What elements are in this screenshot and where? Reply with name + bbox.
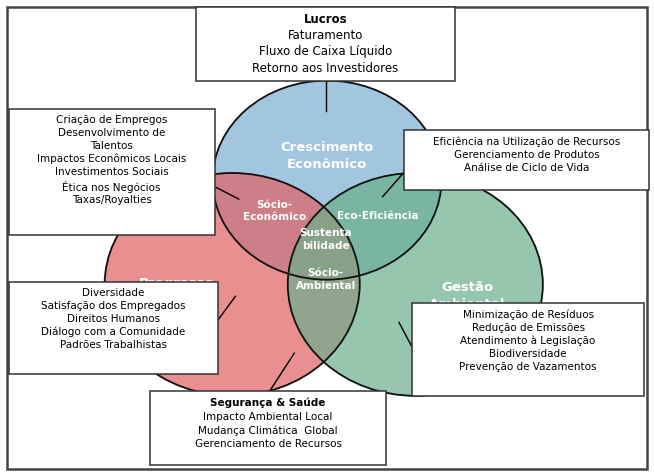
Text: Eficiência na Utilização de Recursos
Gerenciamento de Produtos
Análise de Ciclo : Eficiência na Utilização de Recursos Ger… xyxy=(433,137,621,173)
Text: Diversidade
Satisfação dos Empregados
Direitos Humanos
Diálogo com a Comunidade
: Diversidade Satisfação dos Empregados Di… xyxy=(41,288,185,350)
Text: Gestão
Ambiental: Gestão Ambiental xyxy=(430,281,506,311)
FancyBboxPatch shape xyxy=(9,109,215,235)
Text: Impacto Ambiental Local
Mudança Climática  Global
Gerenciamento de Recursos: Impacto Ambiental Local Mudança Climátic… xyxy=(195,412,341,449)
FancyBboxPatch shape xyxy=(196,7,455,81)
FancyBboxPatch shape xyxy=(150,391,386,465)
Text: Progresso
Social: Progresso Social xyxy=(139,276,215,307)
Text: Minimização de Resíduos
Redução de Emissões
Atendimento à Legislação
Biodiversid: Minimização de Resíduos Redução de Emiss… xyxy=(459,310,597,372)
Ellipse shape xyxy=(105,173,360,396)
Text: Eco-Eficiência: Eco-Eficiência xyxy=(337,210,419,221)
FancyBboxPatch shape xyxy=(9,282,218,374)
Text: Faturamento
Fluxo de Caixa Líquido
Retorno aos Investidores: Faturamento Fluxo de Caixa Líquido Retor… xyxy=(252,28,398,74)
Ellipse shape xyxy=(288,173,543,396)
FancyBboxPatch shape xyxy=(412,303,644,396)
FancyBboxPatch shape xyxy=(7,7,647,469)
Text: Segurança & Saúde: Segurança & Saúde xyxy=(211,397,326,408)
Text: Lucros: Lucros xyxy=(303,13,347,26)
Text: Criação de Empregos
Desenvolvimento de
Talentos
Impactos Econômicos Locais
Inves: Criação de Empregos Desenvolvimento de T… xyxy=(37,115,186,205)
Text: Sócio-
Ambiental: Sócio- Ambiental xyxy=(296,268,356,291)
Text: Sustenta
bilidade: Sustenta bilidade xyxy=(300,228,352,251)
Text: Sócio-
Econômico: Sócio- Econômico xyxy=(243,200,306,222)
FancyBboxPatch shape xyxy=(404,130,649,190)
Ellipse shape xyxy=(213,81,441,280)
Text: Crescimento
Econômico: Crescimento Econômico xyxy=(281,141,373,172)
